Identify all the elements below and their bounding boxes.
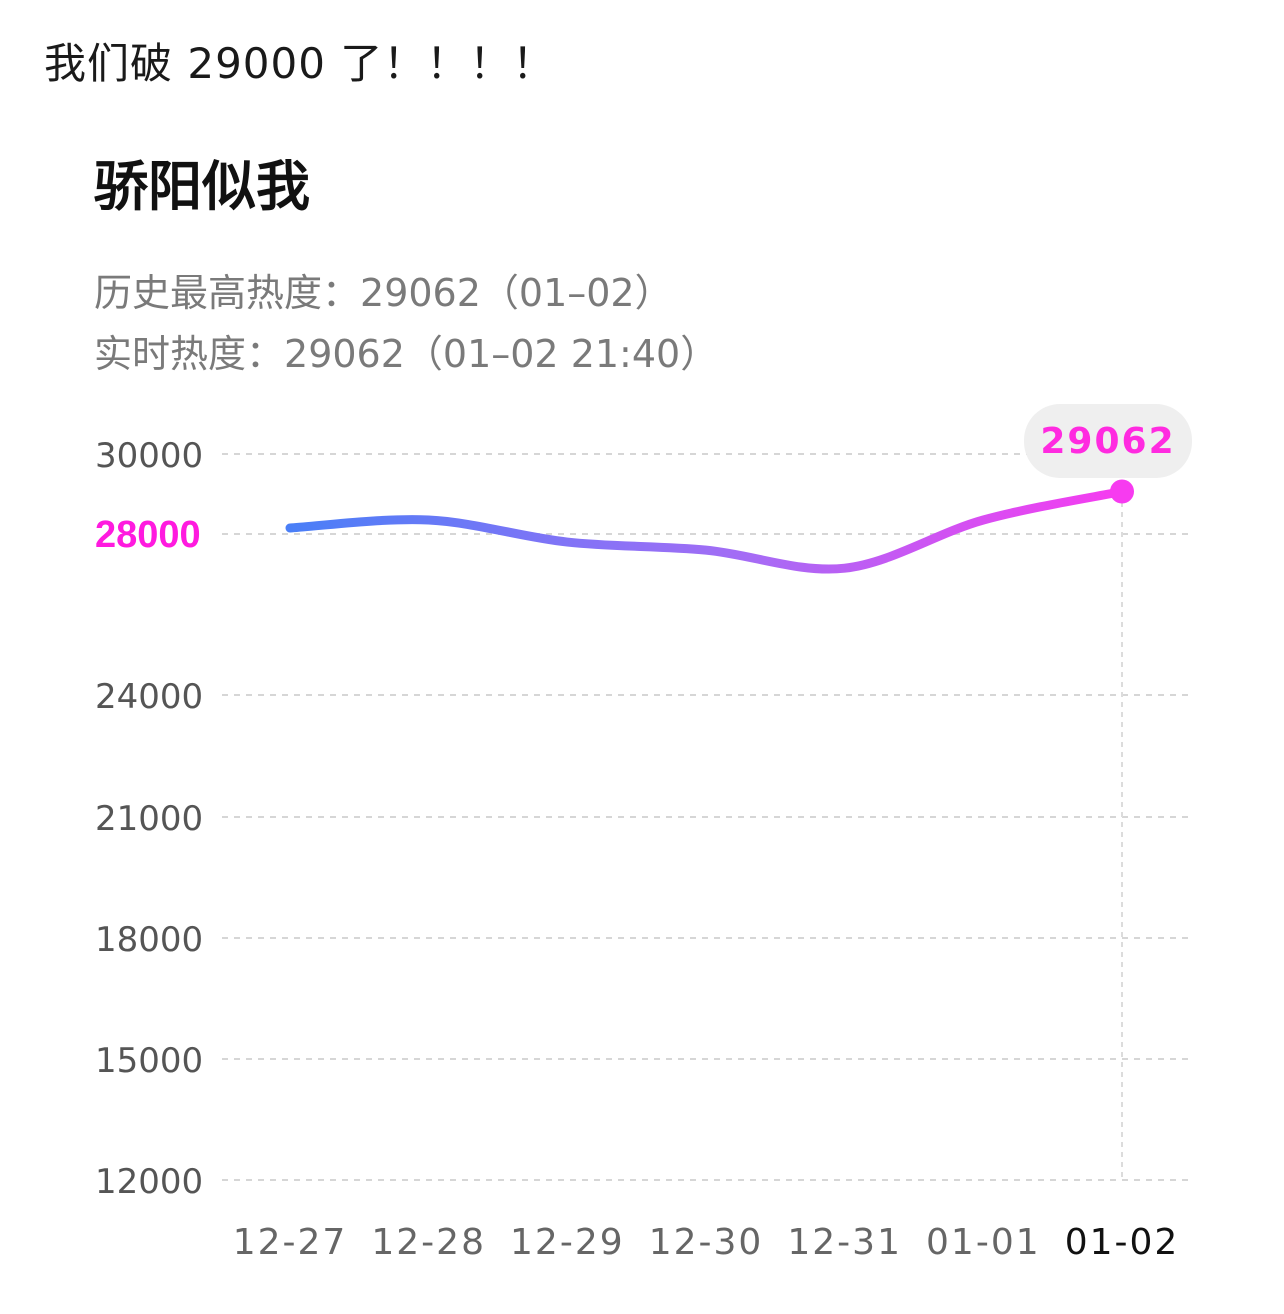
show-title: 骄阳似我 xyxy=(94,155,310,218)
peak-heat-line: 历史最高热度：29062（01–02） xyxy=(94,262,673,317)
x-tick-label: 12-31 xyxy=(787,1222,902,1263)
x-tick-label: 12-29 xyxy=(510,1222,625,1263)
data-point-latest[interactable] xyxy=(1110,479,1134,504)
y-tick-label: 12000 xyxy=(95,1162,203,1202)
y-tick-label-highlight: 28000 xyxy=(95,514,201,556)
realtime-heat-value: 29062 xyxy=(284,332,405,376)
realtime-heat-label: 实时热度： xyxy=(94,332,285,376)
realtime-heat-time: （01–02 21:40） xyxy=(404,332,719,376)
y-tick-label: 21000 xyxy=(95,799,203,839)
x-tick-label: 01-02 xyxy=(1065,1222,1180,1263)
x-tick-layer: 12-27 12-28 12-29 12-30 12-31 01-01 01-02 xyxy=(233,1222,1180,1263)
peak-heat-date: （01–02） xyxy=(480,271,673,315)
post-text: 我们破 29000 了！！！！ xyxy=(44,39,556,88)
x-tick-label: 01-01 xyxy=(926,1222,1041,1263)
realtime-heat-line: 实时热度：29062（01–02 21:40） xyxy=(94,323,718,378)
y-tick-label: 18000 xyxy=(95,920,203,960)
x-tick-label: 12-28 xyxy=(371,1222,486,1263)
y-tick-label: 15000 xyxy=(95,1041,203,1081)
x-tick-label: 12-27 xyxy=(233,1222,348,1263)
grid-layer xyxy=(222,453,1190,1181)
peak-heat-label: 历史最高热度： xyxy=(94,271,361,315)
y-tick-label: 30000 xyxy=(95,436,203,476)
tooltip-layer: 29062 xyxy=(1024,404,1192,478)
value-tooltip-text: 29062 xyxy=(1040,421,1175,462)
series-line xyxy=(285,487,1127,574)
peak-heat-value: 29062 xyxy=(360,271,481,315)
y-tick-label: 24000 xyxy=(95,677,203,717)
y-tick-layer: 12000 15000 18000 21000 24000 28000 30000 xyxy=(95,436,203,1202)
x-tick-label: 12-30 xyxy=(649,1222,764,1263)
value-tooltip xyxy=(1024,404,1192,478)
points-layer xyxy=(1110,479,1134,504)
